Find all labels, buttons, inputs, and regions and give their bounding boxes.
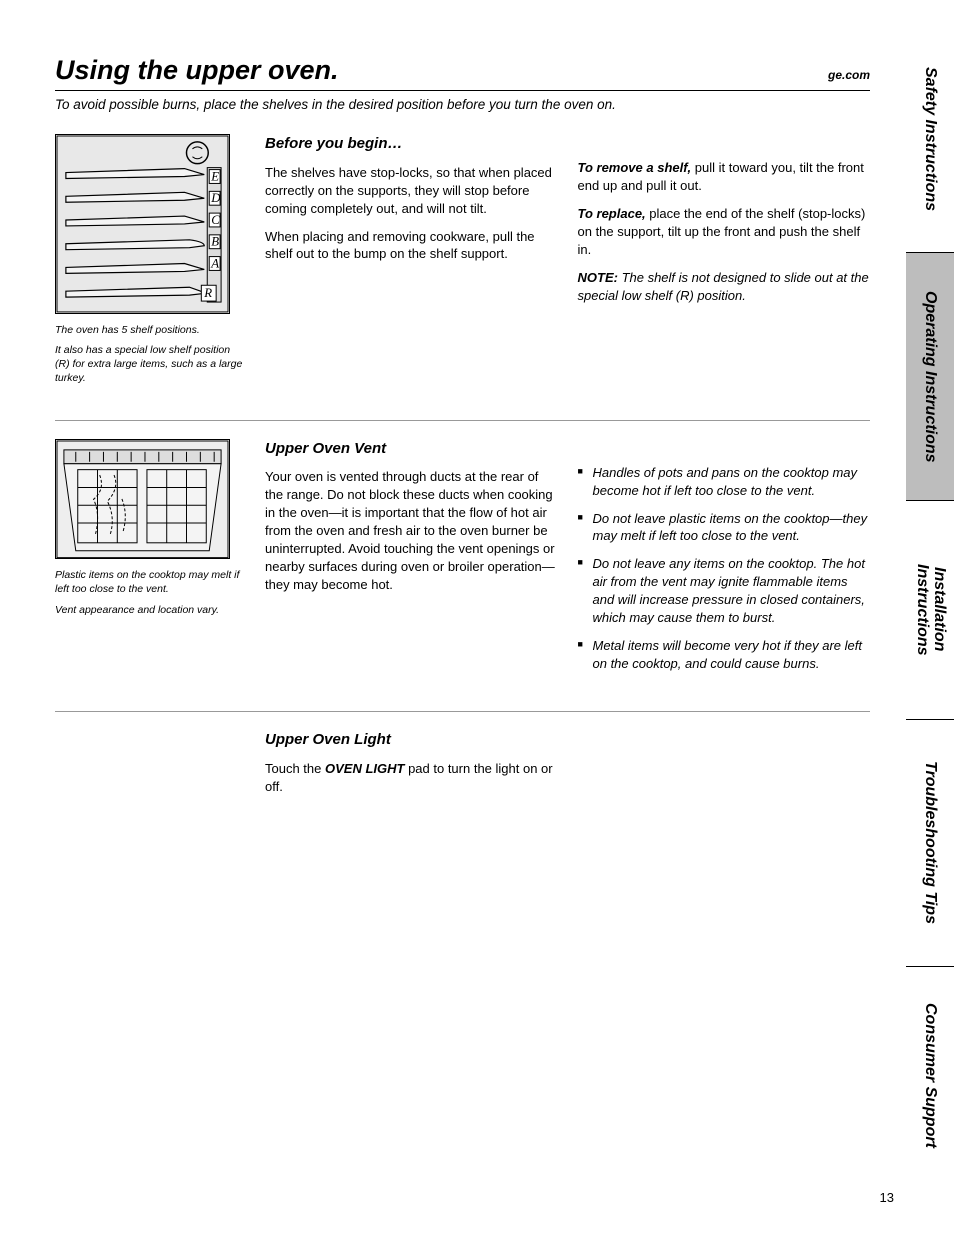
remove-shelf-text: To remove a shelf, pull it toward you, t… xyxy=(578,159,871,195)
svg-text:E: E xyxy=(210,169,219,183)
vent-bullet-4: Metal items will become very hot if they… xyxy=(578,637,871,673)
shelves-diagram: E D C B A R xyxy=(55,134,230,314)
illustration-vent: Plastic items on the cooktop may melt if… xyxy=(55,439,243,683)
section2-heading: Upper Oven Vent xyxy=(265,439,558,460)
vent-caption-1: Plastic items on the cooktop may melt if… xyxy=(55,568,243,596)
section-before-you-begin: E D C B A R The oven has 5 shelf positio… xyxy=(55,134,870,421)
vent-bullet-list: Handles of pots and pans on the cooktop … xyxy=(578,464,871,673)
tab-consumer-support[interactable]: Consumer Support xyxy=(906,967,954,1185)
vent-diagram xyxy=(55,439,230,560)
tab-troubleshooting[interactable]: Troubleshooting Tips xyxy=(906,720,954,967)
svg-text:A: A xyxy=(210,256,219,270)
section1-p2: When placing and removing cookware, pull… xyxy=(265,228,558,264)
illustration-shelves: E D C B A R The oven has 5 shelf positio… xyxy=(55,134,243,392)
section2-p1: Your oven is vented through ducts at the… xyxy=(265,468,558,594)
section2-right-col: Handles of pots and pans on the cooktop … xyxy=(578,439,871,683)
svg-text:R: R xyxy=(203,286,212,300)
warning-text: To avoid possible burns, place the shelv… xyxy=(55,97,870,112)
page-number: 13 xyxy=(880,1190,894,1205)
svg-text:B: B xyxy=(211,235,219,249)
section-upper-oven-light: Upper Oven Light Touch the OVEN LIGHT pa… xyxy=(55,730,870,834)
section3-right-col xyxy=(578,730,871,806)
shelves-caption-2: It also has a special low shelf position… xyxy=(55,343,243,386)
section1-p1: The shelves have stop-locks, so that whe… xyxy=(265,164,558,218)
tab-installation[interactable]: InstallationInstructions xyxy=(906,501,954,720)
shelves-caption-1: The oven has 5 shelf positions. xyxy=(55,323,243,337)
svg-text:C: C xyxy=(211,213,220,227)
section3-heading: Upper Oven Light xyxy=(265,730,558,751)
replace-shelf-text: To replace, place the end of the shelf (… xyxy=(578,205,871,259)
svg-text:D: D xyxy=(210,191,221,205)
page-url: ge.com xyxy=(828,68,870,82)
section2-left-col: Upper Oven Vent Your oven is vented thro… xyxy=(265,439,558,683)
section3-left-col: Upper Oven Light Touch the OVEN LIGHT pa… xyxy=(265,730,558,806)
page-title: Using the upper oven. xyxy=(55,55,339,86)
page-header: Using the upper oven. ge.com xyxy=(55,55,870,91)
vent-bullet-2: Do not leave plastic items on the cookto… xyxy=(578,510,871,546)
shelf-note: NOTE: The shelf is not designed to slide… xyxy=(578,269,871,305)
vent-bullet-1: Handles of pots and pans on the cooktop … xyxy=(578,464,871,500)
vent-caption-2: Vent appearance and location vary. xyxy=(55,603,243,617)
tab-operating[interactable]: Operating Instructions xyxy=(906,253,954,500)
tab-safety[interactable]: Safety Instructions xyxy=(906,25,954,253)
section1-left-col: Before you begin… The shelves have stop-… xyxy=(265,134,558,392)
oven-light-text: Touch the OVEN LIGHT pad to turn the lig… xyxy=(265,760,558,796)
section-upper-oven-vent: Plastic items on the cooktop may melt if… xyxy=(55,439,870,712)
side-tabs: Safety Instructions Operating Instructio… xyxy=(906,25,954,1185)
vent-bullet-3: Do not leave any items on the cooktop. T… xyxy=(578,555,871,627)
illustration-empty xyxy=(55,730,243,806)
section1-heading: Before you begin… xyxy=(265,134,558,155)
section1-right-col: To remove a shelf, pull it toward you, t… xyxy=(578,134,871,392)
